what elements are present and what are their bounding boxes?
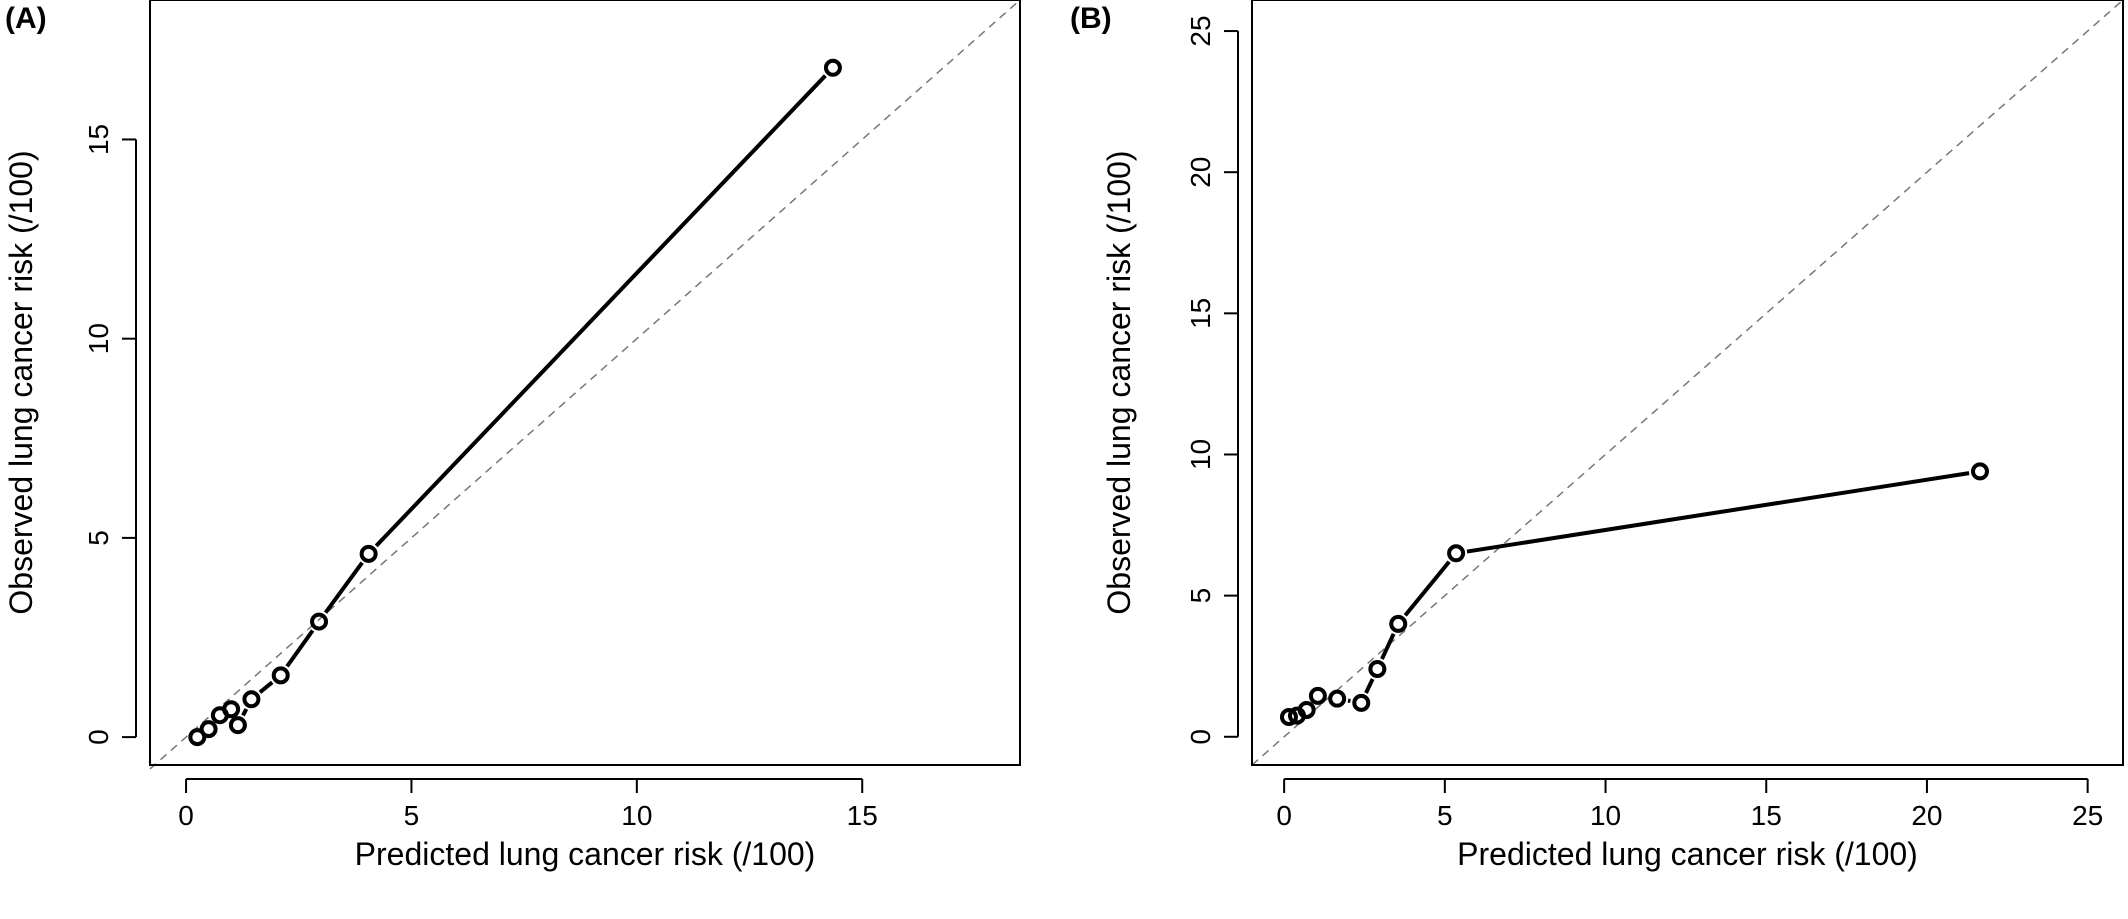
x-tick-label: 15 <box>1751 800 1782 831</box>
data-point-marker <box>1297 700 1316 719</box>
data-point-marker <box>1308 686 1327 705</box>
y-tick-label: 10 <box>1185 439 1216 470</box>
series-segment <box>1364 678 1375 694</box>
x-axis-title: Predicted lung cancer risk (/100) <box>1457 836 1918 872</box>
x-tick-label: 5 <box>404 800 420 831</box>
reference-diagonal <box>149 0 1021 770</box>
y-tick-label: 15 <box>83 124 114 155</box>
data-point-marker <box>1970 462 1989 481</box>
plot-frame <box>1251 0 2124 766</box>
data-point-marker <box>310 612 329 631</box>
y-tick-label: 25 <box>1185 15 1216 46</box>
y-tick-label: 0 <box>1185 729 1216 745</box>
series-segment <box>374 74 827 548</box>
y-tick-label: 5 <box>83 530 114 546</box>
series-segment <box>1403 560 1451 617</box>
y-axis-title: Observed lung cancer risk (/100) <box>1101 150 1137 614</box>
data-point-marker <box>1328 689 1347 708</box>
x-tick-label: 10 <box>1590 800 1621 831</box>
x-tick-label: 25 <box>2072 800 2103 831</box>
data-point-marker <box>1352 693 1371 712</box>
data-point-marker <box>359 544 378 563</box>
x-tick-label: 0 <box>1276 800 1292 831</box>
data-point-marker <box>1368 660 1387 679</box>
y-tick-label: 10 <box>83 323 114 354</box>
data-point-marker <box>242 690 261 709</box>
series-segment <box>285 629 315 668</box>
data-point-marker <box>1279 708 1298 727</box>
data-point-marker <box>228 716 247 735</box>
data-point-marker <box>271 666 290 685</box>
series-segment <box>323 561 364 614</box>
y-tick-label: 5 <box>1185 588 1216 604</box>
data-point-marker <box>1389 614 1408 633</box>
reference-diagonal <box>1251 0 2124 766</box>
x-tick-label: 0 <box>178 800 194 831</box>
series-segment <box>258 680 274 694</box>
y-tick-label: 0 <box>83 729 114 745</box>
data-point-marker <box>188 728 207 747</box>
series-segment <box>241 708 249 717</box>
x-tick-label: 10 <box>621 800 652 831</box>
x-tick-label: 5 <box>1437 800 1453 831</box>
y-tick-label: 15 <box>1185 298 1216 329</box>
y-axis-title: Observed lung cancer risk (/100) <box>3 150 39 614</box>
y-tick-label: 20 <box>1185 157 1216 188</box>
data-point-marker <box>823 58 842 77</box>
panel-label: (B) <box>1070 2 1112 35</box>
series-segment <box>1466 471 1970 554</box>
x-tick-label: 15 <box>847 800 878 831</box>
x-tick-label: 20 <box>1911 800 1942 831</box>
data-point-marker <box>199 720 218 739</box>
plot-frame <box>149 0 1021 766</box>
data-point-marker <box>1447 544 1466 563</box>
panel-label: (A) <box>5 2 47 35</box>
data-point-marker <box>222 700 241 719</box>
x-axis-title: Predicted lung cancer risk (/100) <box>355 836 816 872</box>
chart-panel-1: (A) 0 5 10 15 0 5 10 15 Predicted lung cancer ris… <box>3 0 1021 872</box>
chart-panel-2: (B) 0 5 10 15 20 25 0 5 10 15 20 25 Predicted lung ca… <box>1070 0 2124 872</box>
series-segment <box>1380 633 1396 660</box>
